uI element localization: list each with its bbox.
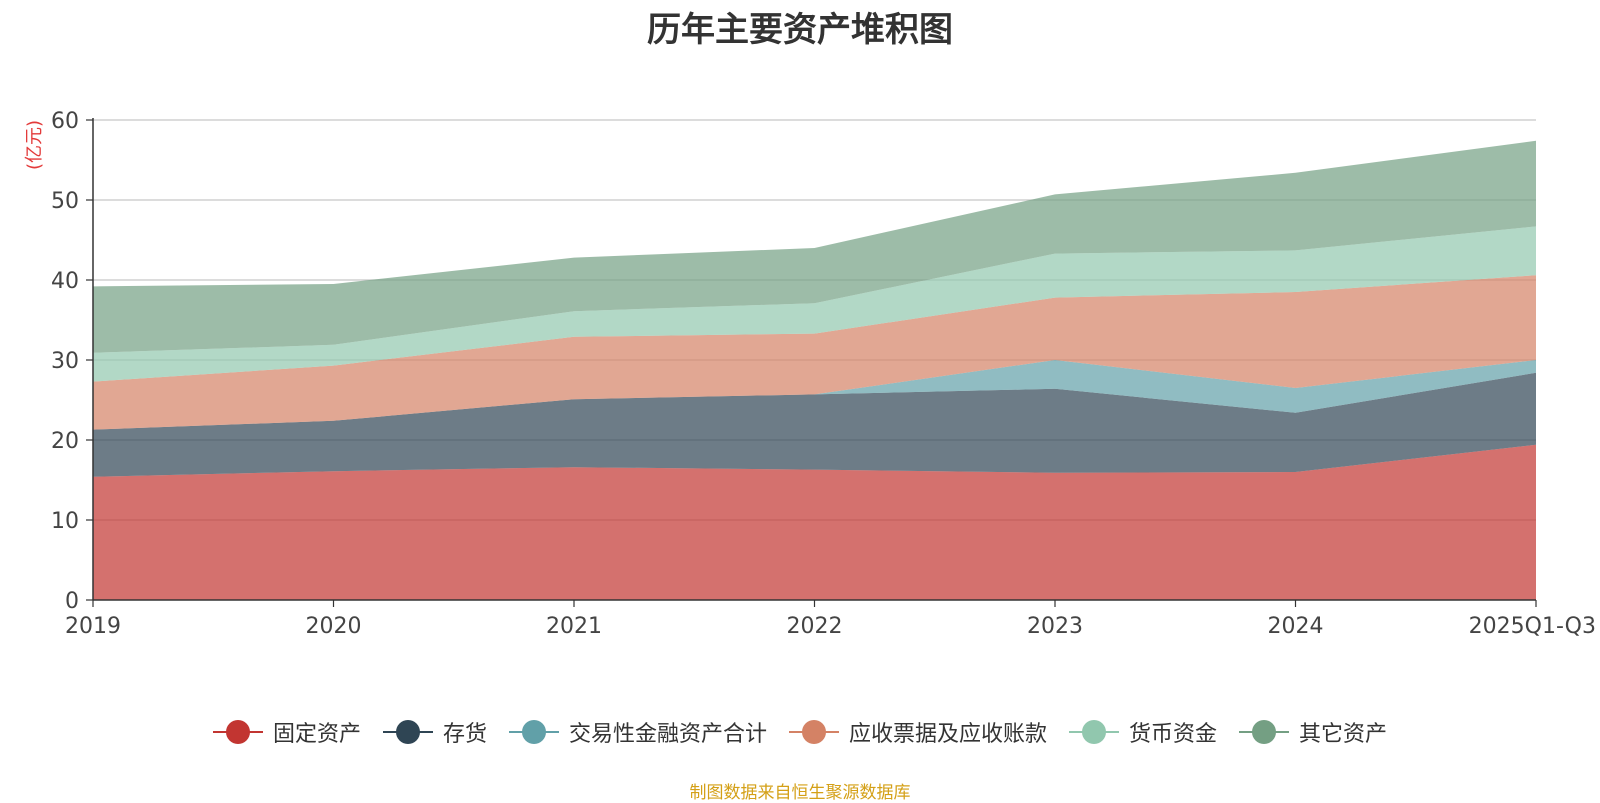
area-series (93, 140, 1536, 600)
legend: 固定资产 存货 交易性金融资产合计 应收票据及应收账款 货币资金 其它资产 (0, 716, 1600, 748)
chart-title: 历年主要资产堆积图 (647, 10, 953, 50)
y-tick-label: 40 (51, 269, 79, 294)
area-3 (93, 275, 1536, 430)
area-1 (93, 372, 1536, 477)
y-tick-label: 30 (51, 349, 79, 374)
legend-label: 货币资金 (1129, 722, 1218, 747)
area-4 (93, 226, 1536, 382)
legend-item[interactable]: 其它资产 (1239, 716, 1387, 748)
y-tick-label: 20 (51, 429, 79, 454)
legend-label: 固定资产 (272, 722, 361, 747)
legend-label: 其它资产 (1299, 722, 1388, 747)
legend-item[interactable]: 固定资产 (212, 716, 361, 748)
legend-marker-icon (508, 720, 559, 744)
legend-item[interactable]: 货币资金 (1069, 716, 1217, 748)
legend-marker-icon (1069, 720, 1120, 744)
y-tick-label: 60 (51, 109, 79, 134)
legend-item[interactable]: 应收票据及应收账款 (789, 716, 1047, 748)
area-5 (93, 140, 1536, 353)
legend-label: 存货 (442, 722, 487, 747)
x-tick-label: 2021 (546, 614, 602, 639)
y-tick-label: 0 (65, 589, 79, 614)
y-tick-label: 10 (51, 509, 79, 534)
legend-label: 交易性金融资产合计 (568, 722, 767, 747)
axes: 0 10 20 30 40 50 60 2019 2020 2021 2022 2023 2024 202… (51, 109, 1596, 639)
x-tick-label: 2025Q1-Q3 (1469, 614, 1596, 639)
legend-marker-icon (212, 720, 263, 744)
legend-item[interactable]: 交易性金融资产合计 (508, 716, 767, 748)
x-tick-label: 2019 (65, 614, 121, 639)
legend-marker-icon (1239, 720, 1290, 744)
x-tick-label: 2022 (787, 614, 843, 639)
area-0 (93, 444, 1536, 600)
legend-marker-icon (789, 720, 839, 744)
legend-label: 应收票据及应收账款 (849, 722, 1048, 747)
stacked-area-chart: 0 10 20 30 40 50 60 2019 2020 2021 2022 2023 2024 202… (51, 109, 1596, 639)
area-2 (93, 360, 1536, 430)
legend-marker-icon (382, 720, 433, 744)
data-source-footnote: 制图数据来自恒生聚源数据库 (689, 783, 911, 803)
x-tick-label: 2023 (1027, 614, 1083, 639)
legend-item[interactable]: 存货 (382, 716, 487, 748)
x-tick-label: 2020 (306, 614, 362, 639)
x-tick-label: 2024 (1268, 614, 1324, 639)
y-tick-label: 50 (51, 189, 79, 214)
